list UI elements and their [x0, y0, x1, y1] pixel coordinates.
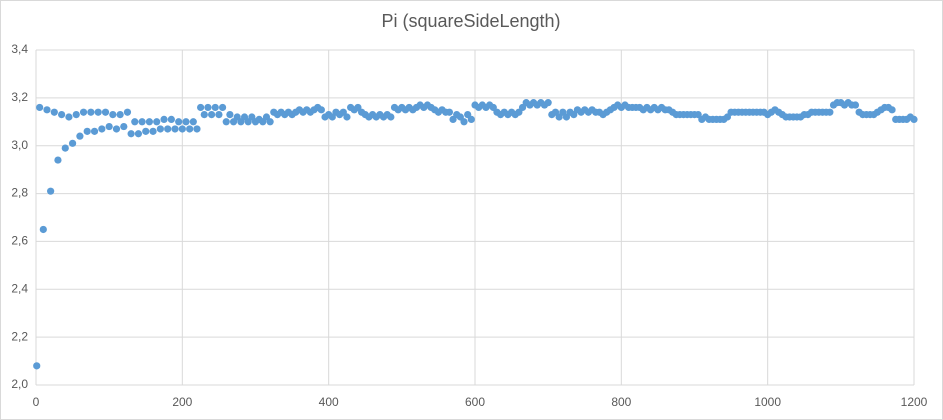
- point: [178, 125, 186, 133]
- point: [98, 125, 106, 133]
- point: [72, 111, 80, 119]
- point: [208, 111, 216, 119]
- x-tick-label: 600: [465, 395, 485, 409]
- x-tick-label: 0: [33, 395, 40, 409]
- point: [175, 118, 183, 126]
- point: [39, 225, 47, 234]
- point: [460, 118, 468, 126]
- point: [888, 106, 896, 114]
- point: [36, 103, 44, 112]
- point: [94, 108, 102, 116]
- x-tick-label: 400: [319, 395, 339, 409]
- x-tick-label: 1000: [754, 395, 781, 409]
- point: [266, 118, 274, 126]
- x-tick-label: 200: [172, 395, 192, 409]
- point: [61, 144, 69, 152]
- y-tick-label: 2,0: [11, 377, 28, 391]
- y-tick-label: 3,0: [11, 138, 28, 152]
- point: [68, 139, 77, 147]
- point: [467, 115, 475, 123]
- point: [33, 362, 41, 370]
- y-tick-label: 3,2: [11, 90, 28, 104]
- point: [215, 111, 223, 119]
- point: [47, 187, 55, 195]
- point: [65, 113, 73, 121]
- point: [87, 108, 95, 116]
- point: [79, 108, 88, 116]
- point: [149, 127, 157, 135]
- point: [343, 113, 351, 121]
- point: [50, 108, 58, 116]
- y-tick-label: 2,8: [11, 186, 28, 200]
- point: [189, 118, 197, 126]
- point: [120, 122, 128, 131]
- point: [43, 106, 51, 114]
- point: [54, 156, 62, 164]
- point: [145, 118, 154, 126]
- point: [182, 118, 190, 126]
- point: [222, 118, 230, 126]
- point: [123, 108, 132, 116]
- point: [851, 101, 860, 109]
- point: [83, 127, 91, 135]
- point: [200, 111, 208, 119]
- point: [204, 103, 212, 112]
- point: [164, 125, 172, 133]
- point: [445, 108, 453, 116]
- point: [138, 118, 146, 126]
- y-tick-label: 2,6: [11, 234, 28, 248]
- point: [90, 127, 99, 135]
- point: [544, 99, 552, 107]
- point: [226, 111, 234, 119]
- point: [58, 111, 66, 119]
- y-tick-label: 3,4: [11, 42, 28, 56]
- point: [193, 125, 201, 133]
- point: [826, 108, 834, 116]
- point: [156, 125, 164, 133]
- point: [131, 118, 139, 126]
- point: [134, 130, 143, 138]
- point: [109, 111, 117, 119]
- point: [76, 132, 84, 140]
- point: [317, 106, 325, 114]
- point: [167, 115, 175, 123]
- point: [105, 122, 113, 131]
- x-tick-label: 800: [611, 395, 631, 409]
- point: [101, 108, 110, 116]
- point: [160, 115, 168, 123]
- x-tick-label: 1200: [901, 395, 928, 409]
- y-tick-label: 2,2: [11, 329, 28, 343]
- point: [153, 118, 161, 126]
- point: [910, 115, 918, 123]
- point: [116, 111, 124, 119]
- point: [127, 130, 135, 138]
- y-tick-label: 2,4: [11, 281, 28, 295]
- point: [387, 113, 395, 121]
- point: [142, 127, 150, 135]
- point: [218, 103, 227, 112]
- point: [112, 125, 121, 133]
- point: [186, 125, 194, 133]
- chart-title: Pi (squareSideLength): [381, 11, 560, 31]
- point: [197, 103, 205, 112]
- point: [171, 125, 179, 133]
- point: [211, 103, 219, 112]
